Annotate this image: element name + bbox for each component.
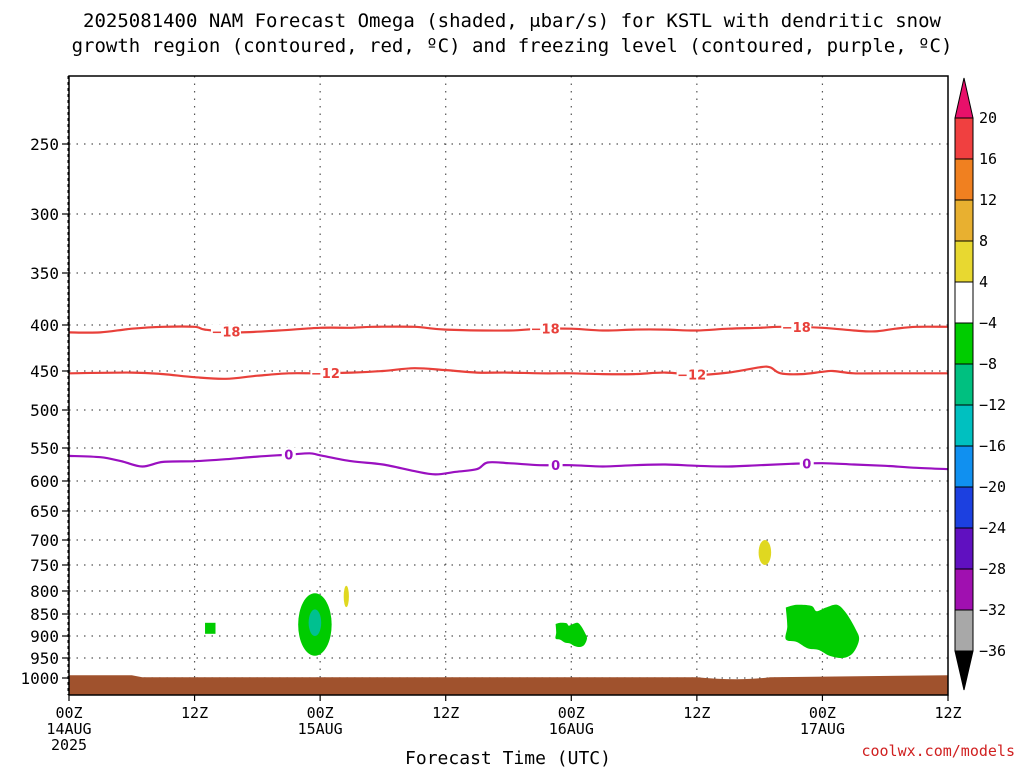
x-tick-label-72-1: 00Z [809, 704, 836, 722]
colorbar-tick-label-9: −20 [979, 478, 1006, 496]
colorbar: 20 16 12 8 4 −4 −8 −12 −16 −20 −24 −28 −32 −36 [954, 77, 1006, 691]
x-tick-label-0-1: 00Z [55, 704, 82, 722]
y-tick-label-950: 950 [30, 649, 59, 668]
plot-frame [68, 75, 949, 696]
plot-area: −18 −18 −18 −12 −12 0 0 0 [69, 76, 948, 695]
y-tick-label-1000: 1000 [20, 669, 59, 688]
x-tick-label-24-1: 00Z [307, 704, 334, 722]
chart-title-line1: 2025081400 NAM Forecast Omega (shaded, μ… [83, 10, 941, 32]
colorbar-tick-label-13: −36 [979, 642, 1006, 660]
colorbar-swatch-12 [954, 609, 974, 652]
contour-label-1-0: −12 [311, 367, 340, 382]
colorbar-swatch-4 [954, 281, 974, 324]
colorbar-swatch-10 [954, 527, 974, 570]
colorbar-tick-label-7: −12 [979, 396, 1006, 414]
colorbar-swatch-9 [954, 486, 974, 529]
y-tick-label-250: 250 [30, 135, 59, 154]
colorbar-tick-label-4: 4 [979, 273, 988, 291]
omega-region-6 [758, 540, 772, 565]
contour-label-bg-2-1 [548, 458, 563, 474]
x-tick-label-60-1: 12Z [683, 704, 710, 722]
colorbar-swatch-7 [954, 404, 974, 447]
contour-label-0-0: −18 [211, 325, 240, 340]
colorbar-bottom-arrow [954, 650, 974, 691]
contour-line-0 [69, 325, 948, 334]
colorbar-swatch-11 [954, 568, 974, 611]
colorbar-tick-label-10: −24 [979, 519, 1006, 537]
colorbar-swatch-6 [954, 363, 974, 406]
y-tick-label-300: 300 [30, 205, 59, 224]
x-axis-label: Forecast Time (UTC) [405, 748, 611, 768]
contour-label-bg-0-0 [210, 324, 241, 340]
omega-region-5 [343, 585, 349, 608]
x-tick-label-72-2: 17AUG [800, 720, 845, 738]
contour-label-bg-2-0 [281, 447, 296, 463]
colorbar-tick-label-5: −4 [979, 314, 997, 332]
x-tick-label-12-1: 12Z [181, 704, 208, 722]
colorbar-tick-label-8: −16 [979, 437, 1006, 455]
colorbar-swatch-2 [954, 199, 974, 242]
contour-label-2-1: 0 [551, 459, 560, 474]
axes: 250 300 350 400 450 500 550 600 650 700 750 800 850 9… [20, 75, 962, 754]
y-tick-label-350: 350 [30, 264, 59, 283]
colorbar-tick-label-12: −32 [979, 601, 1006, 619]
x-tick-label-48-2: 16AUG [549, 720, 594, 738]
chart-title-line2: growth region (contoured, red, ºC) and f… [72, 35, 953, 57]
colorbar-swatch-0 [954, 117, 974, 160]
y-tick-label-850: 850 [30, 605, 59, 624]
x-tick-label-0-2: 14AUG [46, 720, 91, 738]
colorbar-tick-label-2: 12 [979, 191, 997, 209]
contour-label-0-1: −18 [531, 323, 560, 338]
colorbar-tick-label-11: −28 [979, 560, 1006, 578]
omega-region-1 [308, 609, 322, 636]
x-tick-label-84-1: 12Z [934, 704, 961, 722]
contour-label-bg-1-1 [676, 367, 707, 383]
contour-label-1-1: −12 [677, 369, 706, 384]
colorbar-top-arrow [954, 77, 974, 119]
colorbar-swatch-8 [954, 445, 974, 488]
x-tick-label-36-1: 12Z [432, 704, 459, 722]
plot-content: −18 −18 −18 −12 −12 0 0 0 [69, 320, 948, 695]
contour-label-bg-0-1 [530, 321, 561, 337]
contour-label-bg-1-0 [310, 366, 341, 382]
y-tick-label-700: 700 [30, 531, 59, 550]
colorbar-swatch-1 [954, 158, 974, 201]
omega-region-4 [785, 604, 860, 659]
contour-line-1 [69, 365, 948, 380]
y-tick-label-400: 400 [30, 316, 59, 335]
colorbar-tick-label-1: 16 [979, 150, 997, 168]
contour-label-2-0: 0 [284, 449, 293, 464]
x-tick-label-24-2: 15AUG [298, 720, 343, 738]
y-tick-label-500: 500 [30, 401, 59, 420]
contour-label-0-2: −18 [782, 321, 811, 336]
contour-label-2-2: 0 [802, 458, 811, 473]
y-tick-label-900: 900 [30, 627, 59, 646]
omega-region-3 [555, 622, 588, 648]
credit-text: coolwx.com/models [861, 742, 1015, 760]
contour-label-bg-0-2 [781, 320, 812, 336]
y-tick-label-550: 550 [30, 439, 59, 458]
y-tick-label-800: 800 [30, 582, 59, 601]
y-tick-label-750: 750 [30, 556, 59, 575]
colorbar-tick-label-0: 20 [979, 109, 997, 127]
colorbar-swatch-5 [954, 322, 974, 365]
y-tick-label-450: 450 [30, 362, 59, 381]
contour-line-2 [69, 452, 948, 476]
colorbar-tick-label-3: 8 [979, 232, 988, 250]
y-tick-label-600: 600 [30, 472, 59, 491]
omega-region-2 [205, 622, 216, 634]
contour-label-bg-2-2 [799, 456, 814, 472]
surface-ground [69, 675, 948, 695]
colorbar-swatch-3 [954, 240, 974, 283]
x-tick-label-0-3: 2025 [51, 736, 87, 754]
colorbar-tick-label-6: −8 [979, 355, 997, 373]
x-tick-label-48-1: 00Z [558, 704, 585, 722]
y-tick-label-650: 650 [30, 502, 59, 521]
